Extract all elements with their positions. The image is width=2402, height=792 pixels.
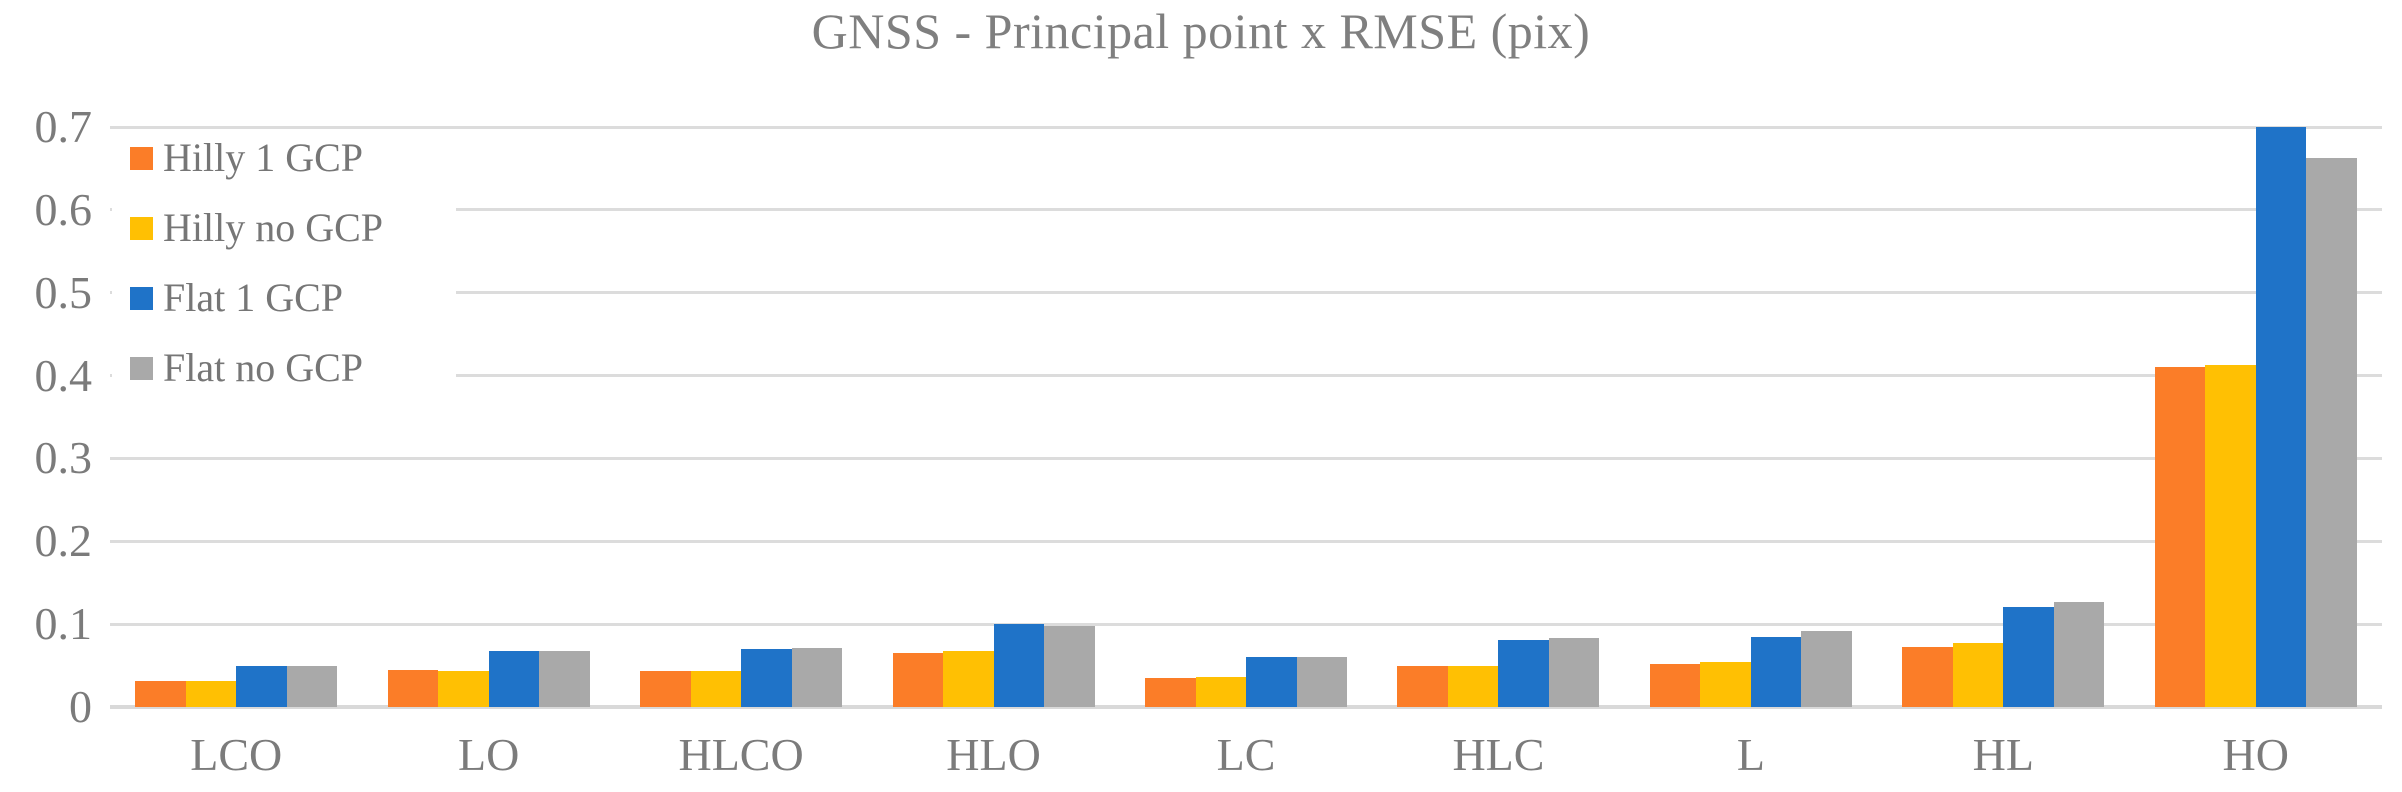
y-tick-label: 0.1	[34, 598, 93, 650]
bar-flat-no-gcp-hlo	[1044, 625, 1095, 707]
bar-hilly-1-gcp-lco	[135, 681, 186, 707]
chart-title: GNSS - Principal point x RMSE (pix)	[811, 3, 1591, 59]
bar-flat-no-gcp-l	[1801, 630, 1852, 707]
legend-label: Flat 1 GCP	[163, 275, 344, 320]
bar-hilly-no-gcp-hlco	[690, 670, 742, 707]
bar-flat-1-gcp-lo	[488, 651, 540, 707]
bar-flat-no-gcp-hl	[2053, 601, 2105, 707]
bar-hilly-no-gcp-ho	[2205, 364, 2256, 707]
legend: Hilly 1 GCP Hilly no GCP Flat 1 GCP Flat no…	[112, 130, 456, 396]
bar-hilly-no-gcp-lo	[438, 671, 489, 707]
x-tick-label-hlc: HLC	[1452, 729, 1545, 780]
bar-flat-1-gcp-lco	[236, 665, 287, 707]
bar-hilly-no-gcp-hlo	[943, 651, 994, 707]
y-tick-label: 0.7	[34, 101, 93, 152]
bar-hilly-1-gcp-l	[1649, 663, 1701, 707]
legend-item-flat-no-gcp: Flat no GCP	[130, 346, 456, 390]
bar-hilly-no-gcp-hlc	[1447, 665, 1499, 707]
gridline	[110, 374, 2382, 378]
gridline	[110, 208, 2382, 212]
bar-flat-1-gcp-hlco	[741, 649, 792, 707]
x-tick-label-lo: LO	[457, 729, 520, 780]
x-tick-label-l: L	[1736, 729, 1765, 780]
gridline	[110, 539, 2382, 543]
bar-flat-no-gcp-ho	[2306, 157, 2357, 707]
bar-hilly-no-gcp-hl	[1952, 643, 2004, 707]
legend-label: Hilly no GCP	[163, 205, 384, 250]
bar-hilly-1-gcp-hlco	[640, 670, 691, 707]
gridline	[110, 456, 2382, 460]
bar-hilly-1-gcp-lo	[387, 669, 439, 707]
legend-item-flat-1-gcp: Flat 1 GCP	[130, 276, 456, 320]
bar-hilly-1-gcp-hlo	[892, 653, 944, 707]
bar-flat-1-gcp-l	[1750, 636, 1802, 707]
x-tick-label-lco: LCO	[190, 729, 283, 780]
y-tick-label: 0.5	[34, 266, 93, 318]
legend-swatch-icon	[130, 356, 153, 380]
bar-hilly-1-gcp-ho	[2154, 367, 2206, 707]
legend-swatch-icon	[130, 146, 153, 170]
legend-swatch-icon	[130, 216, 153, 240]
legend-item-hilly-1-gcp: Hilly 1 GCP	[130, 136, 456, 180]
x-tick-label-hlo: HLO	[946, 729, 1041, 780]
bar-flat-1-gcp-ho	[2255, 127, 2307, 707]
x-axis-baseline	[110, 705, 2382, 709]
y-tick-label: 0.3	[34, 432, 93, 484]
gridline	[110, 125, 2382, 129]
x-tick-label-hl: HL	[1972, 729, 2034, 780]
bar-hilly-no-gcp-l	[1700, 662, 1751, 707]
y-tick-label: 0.6	[34, 183, 93, 235]
bar-flat-no-gcp-hlc	[1548, 638, 1600, 707]
legend-item-hilly-no-gcp: Hilly no GCP	[130, 206, 456, 250]
bar-flat-no-gcp-lc	[1296, 657, 1347, 707]
x-tick-label-hlco: HLCO	[678, 729, 804, 780]
gridline	[110, 291, 2382, 295]
bar-flat-1-gcp-hlo	[993, 624, 1045, 707]
y-tick-label: 0.2	[34, 515, 93, 567]
bar-flat-1-gcp-hlc	[1498, 639, 1549, 707]
legend-label: Flat no GCP	[163, 345, 364, 390]
bar-flat-no-gcp-lo	[539, 651, 590, 707]
bar-hilly-1-gcp-hlc	[1397, 665, 1448, 707]
y-tick-label: 0.4	[34, 349, 93, 401]
bar-flat-no-gcp-lco	[286, 665, 338, 707]
x-tick-label-ho: HO	[2222, 729, 2289, 780]
legend-swatch-icon	[130, 286, 153, 310]
bar-hilly-no-gcp-lc	[1195, 677, 1246, 707]
bar-hilly-1-gcp-lc	[1145, 678, 1196, 707]
y-tick-label: 0	[69, 681, 92, 732]
bar-flat-1-gcp-hl	[2003, 606, 2054, 707]
bar-flat-no-gcp-hlco	[791, 648, 843, 707]
gridline	[110, 622, 2382, 626]
bar-hilly-1-gcp-hl	[1902, 647, 1953, 707]
bar-hilly-no-gcp-lco	[185, 681, 237, 707]
x-tick-label-lc: LC	[1216, 729, 1276, 780]
legend-label: Hilly 1 GCP	[163, 135, 364, 180]
bar-flat-1-gcp-lc	[1246, 657, 1297, 707]
